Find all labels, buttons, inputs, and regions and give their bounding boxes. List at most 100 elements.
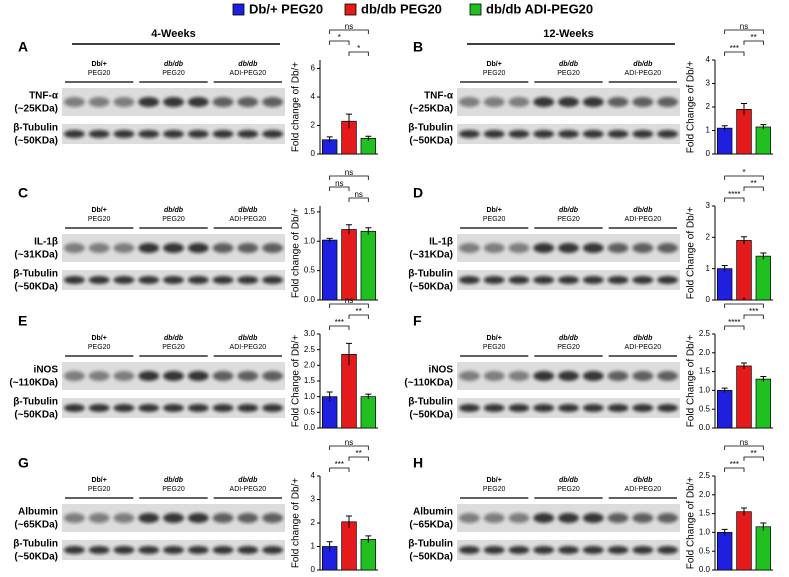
y-tick-label: 2.5: [304, 345, 316, 354]
panel-letter: C: [18, 185, 28, 201]
band: [163, 97, 184, 107]
band: [212, 276, 234, 284]
band: [582, 130, 604, 138]
group-label: ADI-PEG20: [625, 486, 662, 493]
band: [657, 404, 679, 412]
error-bar: [346, 342, 352, 366]
group-label: PEG20: [557, 70, 580, 77]
error-bar: [346, 515, 352, 528]
group-label: PEG20: [162, 344, 185, 351]
band: [113, 97, 135, 107]
y-tick-label: 3.0: [304, 329, 316, 338]
band: [607, 404, 629, 412]
band: [262, 97, 284, 107]
band: [607, 130, 629, 138]
group-label: PEG20: [88, 70, 111, 77]
band: [138, 513, 160, 523]
error-bar: [760, 375, 767, 382]
significance-bracket: [329, 29, 369, 34]
significance-bracket: [743, 186, 764, 191]
band: [657, 371, 679, 381]
bar: [736, 511, 752, 571]
band: [657, 546, 679, 554]
y-tick-label: 4: [311, 471, 316, 480]
band: [582, 513, 604, 523]
band: [88, 130, 110, 138]
band: [533, 276, 555, 284]
group-label: db/db: [164, 61, 184, 68]
band: [187, 276, 209, 284]
band: [483, 371, 505, 381]
bar: [341, 521, 357, 571]
significance-label: ***: [730, 44, 739, 53]
y-tick-label: 4: [706, 55, 711, 64]
group-label: ADI-PEG20: [625, 216, 662, 223]
y-tick-label: 1.5: [304, 376, 316, 385]
blot-label: Albumin: [413, 507, 453, 518]
y-axis-label: Fold change of Db/+: [291, 208, 302, 298]
band: [212, 546, 234, 554]
band: [657, 243, 679, 253]
group-label: PEG20: [162, 70, 185, 77]
bar: [716, 390, 733, 429]
group-label: Db/+: [486, 335, 501, 342]
group-label: db/db: [164, 207, 184, 214]
band: [138, 97, 160, 107]
band: [632, 546, 654, 554]
blot-label: β-Tubulin: [13, 397, 58, 408]
blot-label: (~50KDa): [14, 282, 58, 293]
significance-label: ***: [335, 318, 344, 327]
y-tick-label: 0.5: [699, 546, 711, 555]
significance-label: ***: [749, 307, 758, 316]
band: [632, 404, 654, 412]
significance-bracket: [348, 197, 369, 202]
y-tick-label: 3: [706, 79, 711, 88]
group-label: db/db: [633, 477, 653, 484]
error-bar: [365, 227, 372, 235]
significance-label: **: [751, 179, 757, 188]
group-label: Db/+: [486, 61, 501, 68]
band: [458, 276, 480, 284]
error-bar: [346, 113, 352, 129]
band: [63, 546, 85, 554]
band: [187, 513, 209, 523]
band: [558, 546, 579, 554]
significance-bracket: [329, 186, 350, 191]
group-label: ADI-PEG20: [230, 486, 267, 493]
band: [483, 130, 505, 138]
blot-label: β-Tubulin: [13, 539, 58, 550]
band: [483, 97, 505, 107]
band: [582, 243, 604, 253]
y-tick-label: 2.0: [304, 360, 316, 369]
panel: C Db/+ PEG20 db/db PEG20 db/db ADI-PEG20 IL-1β (…: [13, 168, 378, 304]
y-axis-label: Fold Change of Db/+: [686, 207, 697, 300]
panel-letter: A: [18, 39, 28, 55]
group-label: PEG20: [162, 216, 185, 223]
group-label: Db/+: [91, 61, 106, 68]
band: [508, 276, 530, 284]
y-tick-label: 3: [311, 495, 316, 504]
band: [582, 404, 604, 412]
band: [187, 404, 209, 412]
error-bar: [365, 135, 372, 141]
blot-label: β-Tubulin: [13, 123, 58, 134]
error-bar: [741, 362, 747, 369]
band: [138, 404, 160, 412]
legend-label: db/db PEG20: [361, 1, 442, 16]
significance-bracket: [329, 175, 369, 180]
band: [657, 130, 679, 138]
significance-bracket: [724, 445, 764, 450]
band: [63, 404, 85, 412]
y-tick-label: 3: [706, 201, 711, 210]
band: [458, 546, 480, 554]
y-tick-label: 1.0: [699, 386, 711, 395]
group-label: db/db: [238, 335, 258, 342]
band: [508, 513, 530, 523]
group-label: db/db: [559, 335, 579, 342]
significance-label: ns: [740, 22, 748, 31]
y-axis-label: Fold Change of Db/+: [686, 61, 697, 154]
y-tick-label: 0.5: [699, 404, 711, 413]
error-bar: [760, 522, 767, 531]
band: [187, 130, 209, 138]
blot-label: β-Tubulin: [13, 269, 58, 280]
